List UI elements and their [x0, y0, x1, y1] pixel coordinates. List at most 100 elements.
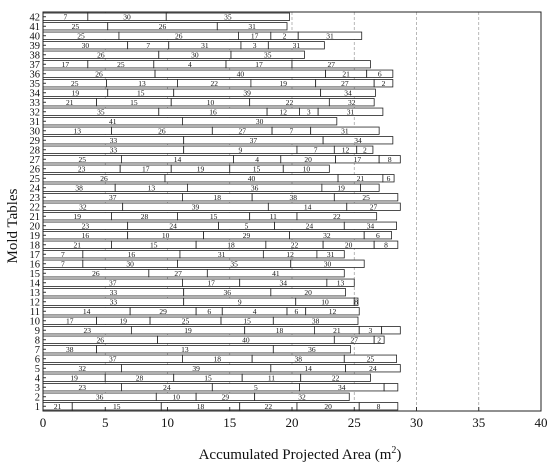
segment-label: 8	[388, 155, 392, 164]
segment-label: 32	[79, 202, 87, 211]
segment-label: 3	[369, 326, 373, 335]
y-tick-label: 28	[30, 145, 41, 156]
y-tick-label: 30	[30, 126, 41, 137]
segment-label: 19	[120, 316, 128, 325]
segment-label: 23	[82, 221, 90, 230]
segment-label: 31	[248, 22, 256, 31]
x-axis-label-superscript: 2	[391, 445, 396, 456]
segment-label: 41	[272, 269, 280, 278]
segment-label: 24	[169, 221, 177, 230]
segment-label: 27	[370, 202, 378, 211]
segment-label: 6	[376, 231, 380, 240]
y-tick-label: 33	[30, 98, 41, 109]
segment-label: 23	[78, 164, 86, 173]
segment-label: 34	[354, 136, 362, 145]
bar-row-21: 19 28 15 11 22	[42, 212, 378, 221]
segment-label: 5	[254, 383, 258, 392]
bar-row-8: 26 40 27 2	[42, 335, 385, 344]
segment-label: 17	[62, 60, 70, 69]
segment-label: 7	[314, 145, 318, 154]
segment-label: 31	[293, 41, 301, 50]
bar-row-32: 35 16 12 3 31	[42, 107, 384, 116]
bar-segment	[165, 12, 290, 21]
y-tick-label: 3	[35, 383, 40, 394]
segment-label: 28	[141, 212, 149, 221]
segment-label: 36	[308, 345, 316, 354]
segment-label: 38	[66, 345, 74, 354]
segment-label: 17	[66, 316, 74, 325]
segment-label: 37	[109, 193, 117, 202]
segment-label: 18	[227, 240, 235, 249]
y-tick-label: 17	[30, 250, 41, 261]
segment-label: 16	[82, 231, 90, 240]
y-tick-label: 38	[30, 50, 41, 61]
segment-label: 26	[159, 22, 167, 31]
segment-label: 7	[61, 259, 65, 268]
x-tick-label: 40	[535, 415, 548, 430]
segment-label: 7	[290, 126, 294, 135]
segment-label: 17	[255, 60, 263, 69]
bar-row-17: 7 16 31 12 31	[42, 250, 345, 259]
bar-segment	[267, 41, 325, 50]
bar-segment	[230, 50, 305, 59]
segment-label: 6	[378, 69, 382, 78]
y-tick-label: 14	[30, 278, 41, 289]
segment-label: 38	[75, 183, 83, 192]
bar-segment	[272, 345, 351, 354]
bar-row-23: 37 18 38 25	[42, 193, 399, 202]
segment-label: 30	[123, 12, 131, 21]
segment-label: 29	[159, 307, 167, 316]
y-tick-label: 32	[30, 107, 41, 118]
segment-label: 22	[265, 402, 273, 411]
bar-segment	[382, 174, 395, 183]
segment-label: 29	[222, 392, 230, 401]
segment-label: 4	[188, 60, 192, 69]
y-axis-label: Mold Tables	[5, 188, 21, 263]
segment-label: 22	[333, 212, 341, 221]
bar-row-25: 26 40 21 6	[42, 174, 395, 183]
grid-lines	[104, 12, 480, 411]
segment-label: 38	[294, 354, 302, 363]
y-tick-label: 5	[35, 364, 40, 375]
segment-label: 30	[256, 117, 264, 126]
segment-label: 18	[214, 354, 222, 363]
bar-segment	[282, 164, 330, 173]
segment-label: 24	[163, 383, 171, 392]
segment-label: 19	[197, 164, 205, 173]
segment-label: 14	[304, 202, 312, 211]
y-tick-label: 21	[30, 212, 41, 223]
y-tick-label: 4	[35, 373, 41, 384]
segment-label: 19	[72, 88, 80, 97]
segment-label: 41	[109, 117, 117, 126]
bar-row-22: 32 39 14 27	[42, 202, 401, 211]
segment-label: 28	[136, 373, 144, 382]
bar-segment	[317, 107, 384, 116]
segment-label: 6	[387, 174, 391, 183]
segment-label: 26	[95, 69, 103, 78]
y-tick-label: 18	[30, 240, 41, 251]
segment-label: 19	[70, 373, 78, 382]
segment-label: 35	[224, 12, 232, 21]
bar-row-36: 26 40 21 6	[42, 69, 394, 78]
segment-label: 32	[298, 392, 306, 401]
segment-label: 35	[264, 50, 272, 59]
segment-label: 37	[109, 354, 117, 363]
segment-label: 24	[369, 364, 377, 373]
segment-label: 16	[128, 250, 136, 259]
segment-label: 18	[276, 326, 284, 335]
bar-row-42: 7 30 35	[42, 12, 290, 21]
bar-row-9: 23 19 18 21 3	[42, 326, 401, 335]
segment-label: 35	[230, 259, 238, 268]
bar-row-41: 25 26 31	[42, 22, 288, 31]
segment-label: 13	[138, 79, 146, 88]
segment-label: 13	[148, 183, 156, 192]
segment-label: 21	[73, 240, 81, 249]
segment-label: 32	[323, 231, 331, 240]
segment-label: 17	[251, 31, 259, 40]
segment-label: 7	[146, 41, 150, 50]
segment-label: 40	[242, 335, 250, 344]
segment-label: 18	[214, 193, 222, 202]
segment-label: 14	[174, 155, 182, 164]
bar-segment	[363, 231, 392, 240]
